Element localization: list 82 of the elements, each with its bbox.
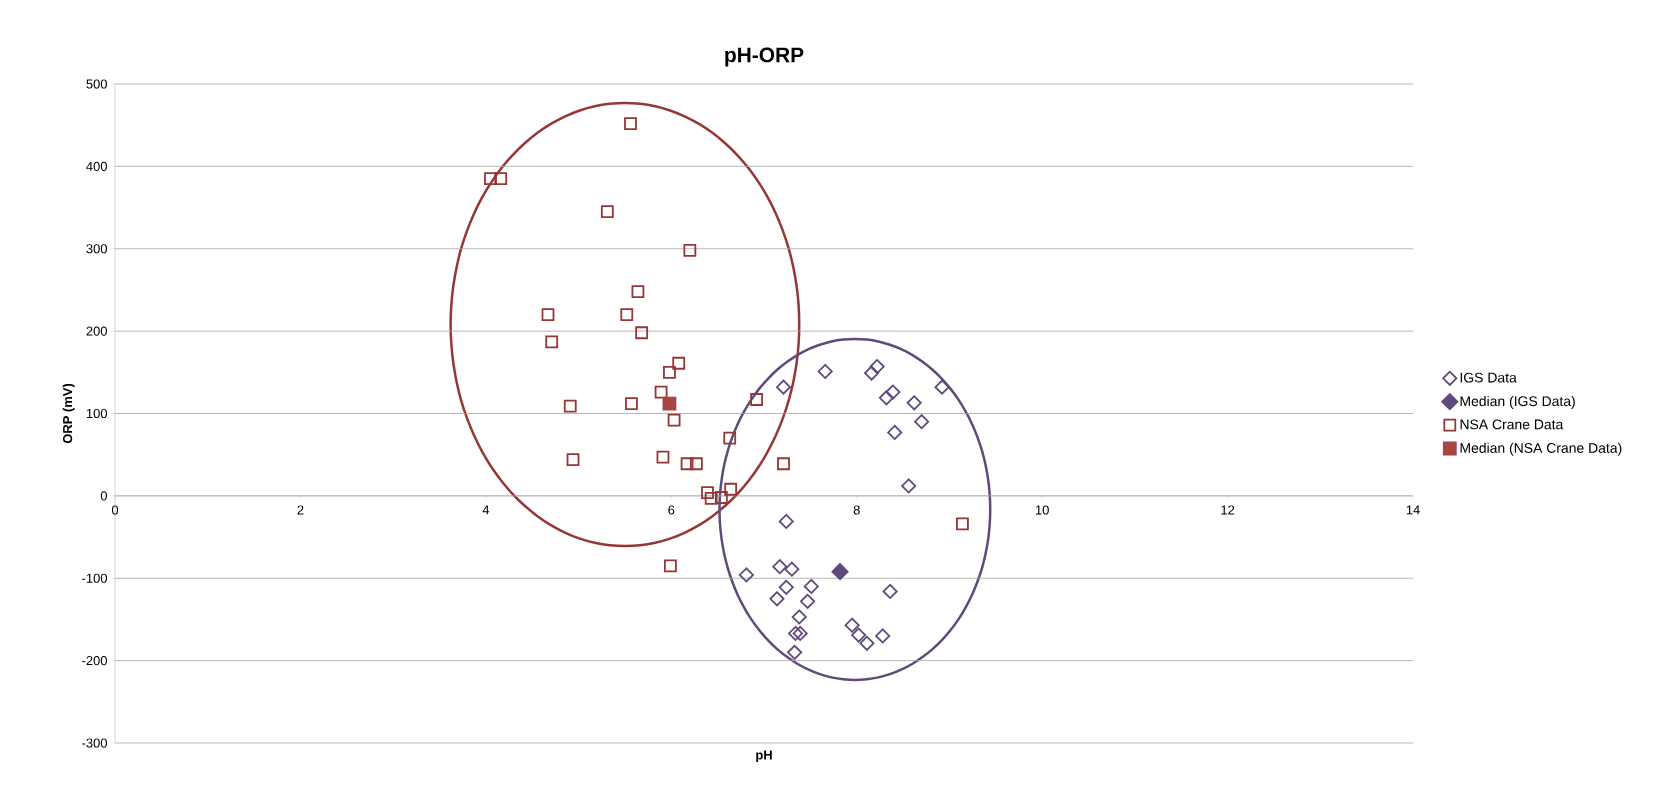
x-tick-label: 12 (1221, 505, 1235, 515)
legend-label: IGS Data (1460, 372, 1517, 383)
point (956, 517, 969, 531)
x-tick-label: 4 (482, 505, 490, 515)
point (494, 172, 508, 186)
y-tick-label: -300 (82, 738, 107, 748)
x-tick-label: 10 (1035, 505, 1049, 515)
point (656, 450, 670, 464)
point (803, 578, 819, 594)
point (800, 593, 816, 609)
point (600, 205, 614, 219)
point (775, 379, 792, 395)
point (875, 628, 891, 644)
point (831, 563, 849, 581)
y-tick-label: 500 (86, 79, 107, 89)
point (683, 243, 697, 257)
x-tick-label: 2 (297, 505, 304, 515)
point (788, 625, 804, 641)
point (901, 478, 917, 494)
legend-label: NSA Crane Data (1460, 419, 1564, 430)
point (663, 559, 677, 573)
point (769, 591, 785, 607)
point (563, 399, 577, 413)
chart-title: pH-ORP (725, 47, 804, 67)
legend-label: Median (NSA Crane Data) (1460, 442, 1622, 456)
point (869, 359, 885, 375)
x-tick-label: 14 (1406, 505, 1420, 515)
point (882, 583, 898, 599)
x-axis-title: pH (756, 750, 772, 763)
point (667, 413, 681, 427)
point (689, 457, 703, 471)
point (723, 431, 737, 445)
point (914, 414, 930, 430)
point (680, 457, 694, 471)
point (624, 117, 637, 130)
point (878, 390, 894, 406)
point (654, 385, 668, 399)
point (631, 285, 645, 298)
point (672, 356, 686, 370)
point (663, 365, 676, 379)
y-tick-label: 300 (86, 244, 107, 254)
point (738, 567, 754, 583)
point (791, 609, 807, 625)
y-tick-label: 100 (86, 408, 107, 419)
point (635, 326, 649, 340)
point (885, 384, 901, 400)
point (934, 379, 950, 395)
y-tick-label: 0 (100, 491, 107, 501)
point (772, 559, 788, 575)
x-tick-label: 8 (853, 505, 860, 515)
y-axis-title: ORP (mV) (62, 383, 75, 444)
point (778, 513, 794, 529)
point (851, 627, 867, 643)
point (566, 453, 580, 467)
point (620, 308, 634, 322)
point (625, 397, 638, 410)
point (662, 396, 677, 411)
point (714, 491, 728, 504)
y-tick-label: -200 (82, 656, 107, 666)
point (784, 561, 800, 577)
point (704, 491, 718, 505)
point (777, 457, 790, 471)
point (859, 635, 875, 651)
point (844, 617, 860, 633)
point (906, 395, 922, 411)
point (887, 424, 903, 440)
point (701, 486, 714, 499)
point (864, 365, 880, 381)
point (778, 579, 794, 595)
point (750, 393, 763, 406)
x-tick-label: 0 (111, 505, 119, 515)
point (787, 644, 803, 660)
y-tick-label: 400 (86, 161, 107, 171)
point (792, 625, 808, 641)
point (541, 308, 555, 322)
point (817, 363, 833, 379)
y-tick-label: 200 (86, 326, 107, 336)
x-tick-label: 6 (668, 505, 675, 515)
point (545, 335, 559, 349)
legend-label: Median (IGS Data) (1460, 395, 1575, 409)
point (724, 482, 738, 496)
y-tick-label: -100 (82, 573, 107, 583)
